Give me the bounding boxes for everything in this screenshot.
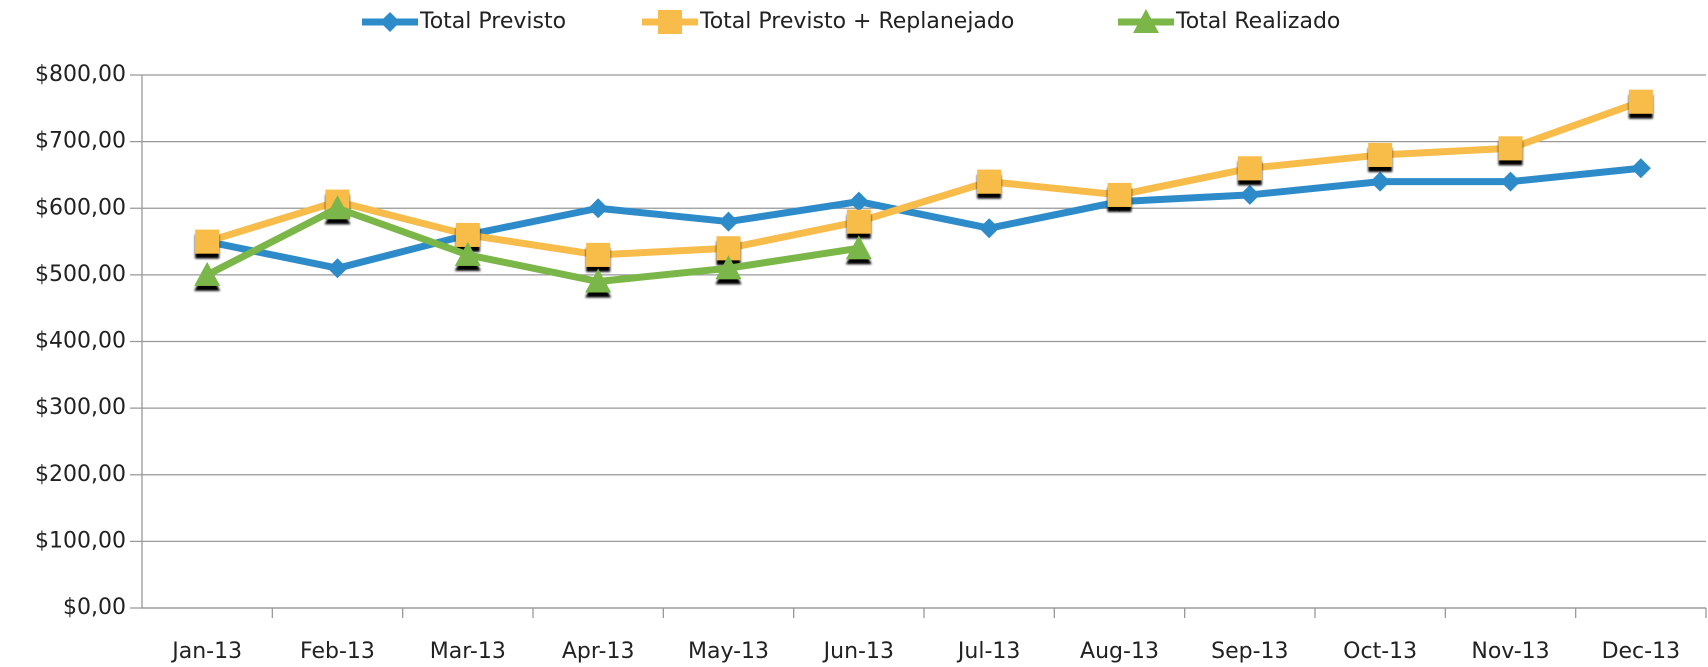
y-tick-label: $400,00 xyxy=(35,329,126,354)
point xyxy=(979,218,1000,239)
x-tick-label: Nov-13 xyxy=(1471,639,1549,664)
point xyxy=(454,241,481,266)
point xyxy=(194,261,221,286)
point xyxy=(1498,136,1523,161)
legend-label: Total Realizado xyxy=(1175,9,1340,34)
point xyxy=(1368,142,1393,167)
y-tick-label: $800,00 xyxy=(35,62,126,87)
series-line xyxy=(205,204,860,286)
x-tick-label: Feb-13 xyxy=(300,639,375,664)
x-tick-label: Sep-13 xyxy=(1211,639,1288,664)
x-tick-label: Jun-13 xyxy=(822,639,894,664)
legend-marker xyxy=(1133,9,1159,33)
point xyxy=(588,198,609,219)
point xyxy=(848,191,869,212)
x-tick-label: Aug-13 xyxy=(1080,639,1159,664)
point xyxy=(977,169,1002,194)
point xyxy=(195,229,220,254)
point xyxy=(1239,184,1260,205)
point xyxy=(1370,171,1391,192)
point xyxy=(1630,158,1651,179)
legend-marker xyxy=(380,12,400,32)
y-tick-label: $100,00 xyxy=(35,528,126,553)
point xyxy=(1628,89,1653,114)
point xyxy=(718,211,739,232)
series-line xyxy=(206,98,1643,259)
point xyxy=(1107,182,1132,207)
point xyxy=(1500,171,1521,192)
x-tick-label: May-13 xyxy=(688,639,769,664)
point xyxy=(585,268,612,293)
legend-label: Total Previsto + Replanejado xyxy=(699,9,1014,34)
y-tick-label: $700,00 xyxy=(35,129,126,154)
y-tick-label: $200,00 xyxy=(35,462,126,487)
point xyxy=(845,235,872,260)
x-tick-label: Oct-13 xyxy=(1343,639,1417,664)
y-tick-label: $600,00 xyxy=(35,195,126,220)
point xyxy=(324,195,351,220)
x-tick-label: Jul-13 xyxy=(956,639,1020,664)
y-tick-label: $500,00 xyxy=(35,262,126,287)
point xyxy=(846,209,871,234)
point xyxy=(327,258,348,279)
series-line xyxy=(206,164,1642,272)
x-tick-label: Apr-13 xyxy=(562,639,635,664)
point xyxy=(715,255,742,280)
x-tick-label: Mar-13 xyxy=(430,639,506,664)
y-tick-label: $300,00 xyxy=(35,395,126,420)
x-tick-label: Dec-13 xyxy=(1602,639,1681,664)
point xyxy=(1237,156,1262,181)
point xyxy=(586,242,611,267)
y-tick-label: $0,00 xyxy=(63,595,126,620)
x-tick-label: Jan-13 xyxy=(170,639,242,664)
legend-marker xyxy=(658,10,682,34)
legend-label: Total Previsto xyxy=(419,9,566,34)
